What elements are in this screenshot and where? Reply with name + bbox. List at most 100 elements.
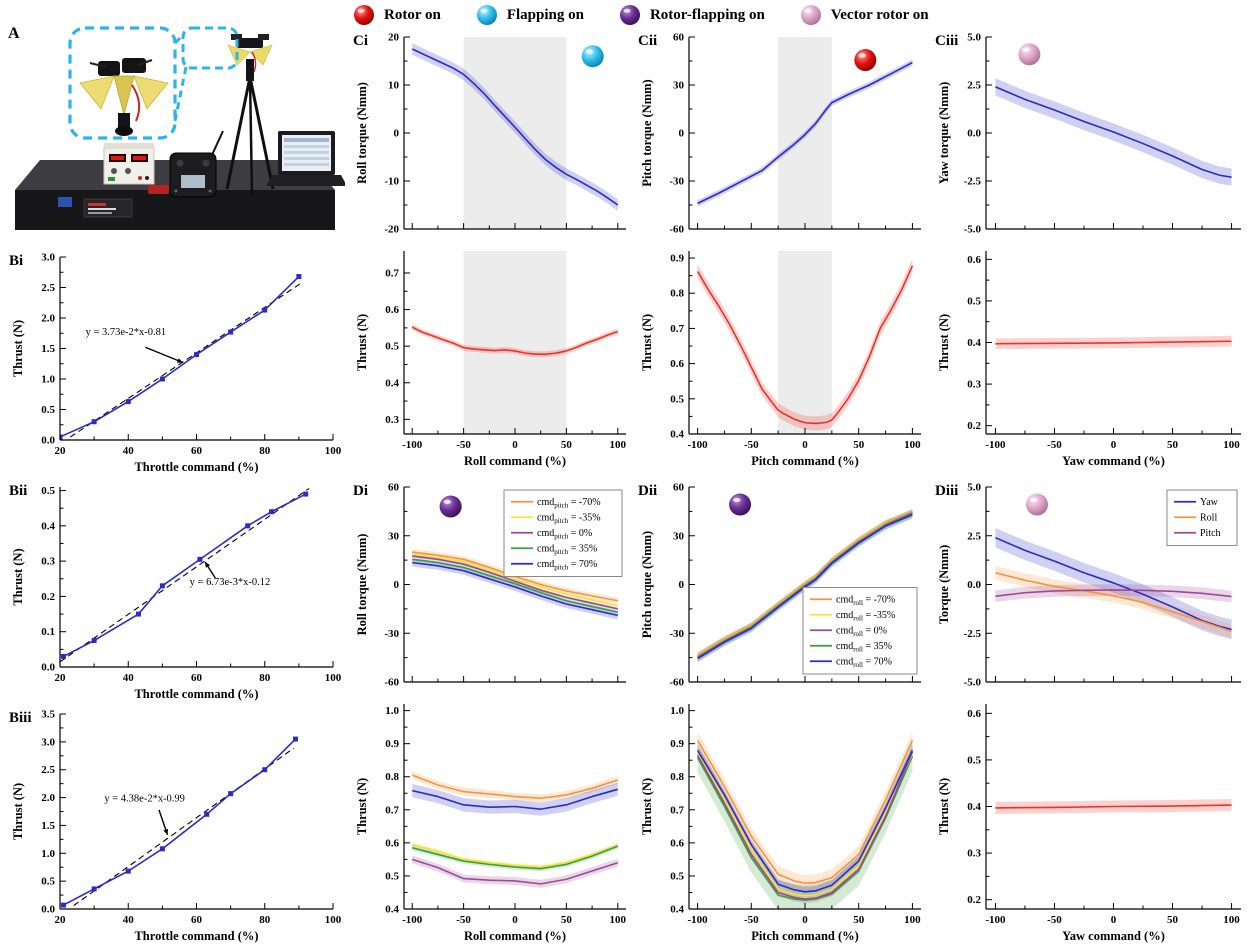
y-tick-label: 0.2 <box>967 420 981 432</box>
legend-entry-label: cmdpitch = -70% <box>537 497 601 510</box>
x-tick-label: -50 <box>744 914 759 926</box>
plot-area <box>995 78 1232 186</box>
purple-sphere-icon <box>729 493 752 516</box>
command-range-shading <box>778 37 832 229</box>
diii-thrust-chart: -100 -50 0 50 100 0.2 0.3 0.4 0.5 0.6 Yaw command … <box>934 695 1251 947</box>
x-tick-label: 0 <box>512 914 518 926</box>
ciii-yaw-torque-chart: -5.0 -2.5 0.0 2.5 5.0 Yaw torque (Nmm) Ciii <box>934 28 1251 242</box>
plot-area <box>697 508 913 663</box>
series-line-cmd-pitch-35- <box>412 843 619 868</box>
y-tick-label: 0.9 <box>385 738 399 750</box>
legend-item-rotor-flapping-on: Rotor-flapping on <box>618 3 765 27</box>
source-dashed-box <box>181 26 239 70</box>
ciii-thrust-chart: -100 -50 0 50 100 0.2 0.3 0.4 0.5 0.6 Yaw command … <box>934 242 1251 472</box>
plot-area <box>995 335 1232 350</box>
fit-equation-annotation: y = 3.73e-2*x-0.81 <box>86 327 167 338</box>
red-sphere-icon <box>354 5 374 25</box>
series-band <box>412 554 618 611</box>
linear-fit-line <box>69 281 303 438</box>
series-line-cmd-pitch-0- <box>411 858 619 885</box>
plot-legend: cmdroll = -70% cmdroll = -35% cmdroll = 0%… <box>802 587 918 675</box>
axes: -5.0 -2.5 0.0 2.5 5.0 <box>964 482 1241 689</box>
fwmav-closeup <box>79 58 169 136</box>
data-point-marker <box>125 868 131 874</box>
x-axis-label: Pitch command (%) <box>751 454 859 468</box>
ci_top-svg: -20 -10 0 10 20 Roll torque (Nmm) Ci <box>353 32 626 236</box>
y-tick-label: 0.5 <box>967 295 981 307</box>
y-tick-label: 2.0 <box>41 313 55 325</box>
x-tick-label: 100 <box>904 439 921 451</box>
y-tick-label: 0.0 <box>41 904 55 916</box>
x-tick-label: 0 <box>1111 439 1117 451</box>
legend-item-label: Rotor on <box>384 6 441 23</box>
cii_top-svg: -60 -30 0 30 60 Pitch torque (Nmm) Cii <box>638 32 921 236</box>
y-tick-label: 0.7 <box>385 804 399 816</box>
series-line-roll <box>995 572 1232 633</box>
x-tick-label: 20 <box>55 445 67 457</box>
fit-equation-annotation: y = 4.38e-2*x-0.99 <box>104 793 185 804</box>
series-line-yaw-torque <box>995 86 1232 178</box>
y-tick-label: 0.6 <box>385 304 399 316</box>
y-axis-label: Thrust (N) <box>11 320 25 377</box>
zoom-inset <box>68 26 239 140</box>
panel-label: Ciii <box>935 33 958 49</box>
tripod <box>225 59 275 196</box>
biii-thrust-vs-throttle-chart: 20 40 60 80 100 0.0 0.5 1.0 1.5 2.0 2.5 3.0 3.5 Throt… <box>8 705 343 947</box>
data-point-marker <box>194 352 199 358</box>
data-point-marker <box>60 434 63 440</box>
data-point-marker <box>60 653 66 659</box>
y-tick-label: 0.5 <box>41 876 55 888</box>
y-axis-label: Roll torque (Nmm) <box>355 534 369 636</box>
y-tick-label: 0.6 <box>670 837 684 849</box>
y-tick-label: -30 <box>669 628 684 640</box>
y-tick-label: 0.1 <box>41 626 55 638</box>
y-tick-label: 2.5 <box>41 282 55 294</box>
data-point-marker <box>159 846 165 852</box>
y-tick-label: -5.0 <box>964 224 982 236</box>
x-tick-label: -100 <box>688 914 709 926</box>
y-tick-label: 1.0 <box>670 705 684 717</box>
series-line-thrust <box>696 265 914 425</box>
y-tick-label: -5.0 <box>964 677 982 689</box>
y-tick-label: 0.9 <box>670 253 684 265</box>
x-tick-label: 0 <box>1111 914 1117 926</box>
x-tick-label: 40 <box>123 672 135 684</box>
panel-label: Bi <box>9 253 23 269</box>
x-axis-label: Yaw command (%) <box>1062 929 1165 943</box>
command-range-shading <box>778 251 832 434</box>
y-tick-label: -30 <box>384 628 399 640</box>
legend-entry-label: cmdpitch = 70% <box>537 559 597 572</box>
axes: -60 -30 0 30 60 <box>669 482 921 689</box>
biii-svg: 20 40 60 80 100 0.0 0.5 1.0 1.5 2.0 2.5 3.0 3.5 Throt… <box>9 709 342 944</box>
x-tick-label: 60 <box>191 672 203 684</box>
x-tick-label: -100 <box>985 439 1006 451</box>
y-axis-label: Thrust (N) <box>937 778 951 835</box>
legend-entry-label: cmdpitch = -35% <box>537 512 601 525</box>
series-line-cmd-roll-35- <box>696 753 914 897</box>
x-tick-label: 100 <box>325 914 342 926</box>
series-line-yaw <box>995 536 1232 631</box>
y-tick-label: 30 <box>673 80 685 92</box>
y-axis-label: Roll torque (Nmm) <box>355 82 369 184</box>
cyan-sphere-icon <box>476 5 497 25</box>
panel-label: Di <box>353 483 368 499</box>
fit-equation-annotation: y = 6.73e-3*x-0.12 <box>190 577 271 588</box>
axes: -60 -30 0 30 60 <box>669 32 921 236</box>
x-tick-label: 50 <box>561 439 573 451</box>
y-tick-label: 60 <box>388 482 400 494</box>
di_bottom-svg: -100 -50 0 50 100 0.4 0.5 0.6 0.7 0.8 0.9 1.0 Roll c… <box>355 704 627 943</box>
ci-roll-torque-chart: -20 -10 0 10 20 Roll torque (Nmm) Ci <box>352 28 636 242</box>
x-tick-label: 60 <box>191 445 203 457</box>
axes: -100 -50 0 50 100 0.4 0.5 0.6 0.7 0.8 0.9 1.0 <box>385 704 627 926</box>
x-tick-label: 60 <box>191 914 203 926</box>
data-point-marker <box>262 767 268 773</box>
axes: 20 40 60 80 100 0.0 0.1 0.2 0.3 0.4 0.5 <box>41 485 342 684</box>
series-band <box>697 745 913 897</box>
legend-entry-label: cmdpitch = 35% <box>537 543 597 556</box>
ci-thrust-chart: -100 -50 0 50 100 0.3 0.4 0.5 0.6 0.7 Roll command… <box>352 242 636 472</box>
data-point-marker <box>228 791 234 797</box>
pink-sphere-icon <box>800 5 821 25</box>
plot-area <box>60 736 298 908</box>
y-tick-label: 0.6 <box>670 358 684 370</box>
annotation-arrowhead <box>163 828 169 835</box>
